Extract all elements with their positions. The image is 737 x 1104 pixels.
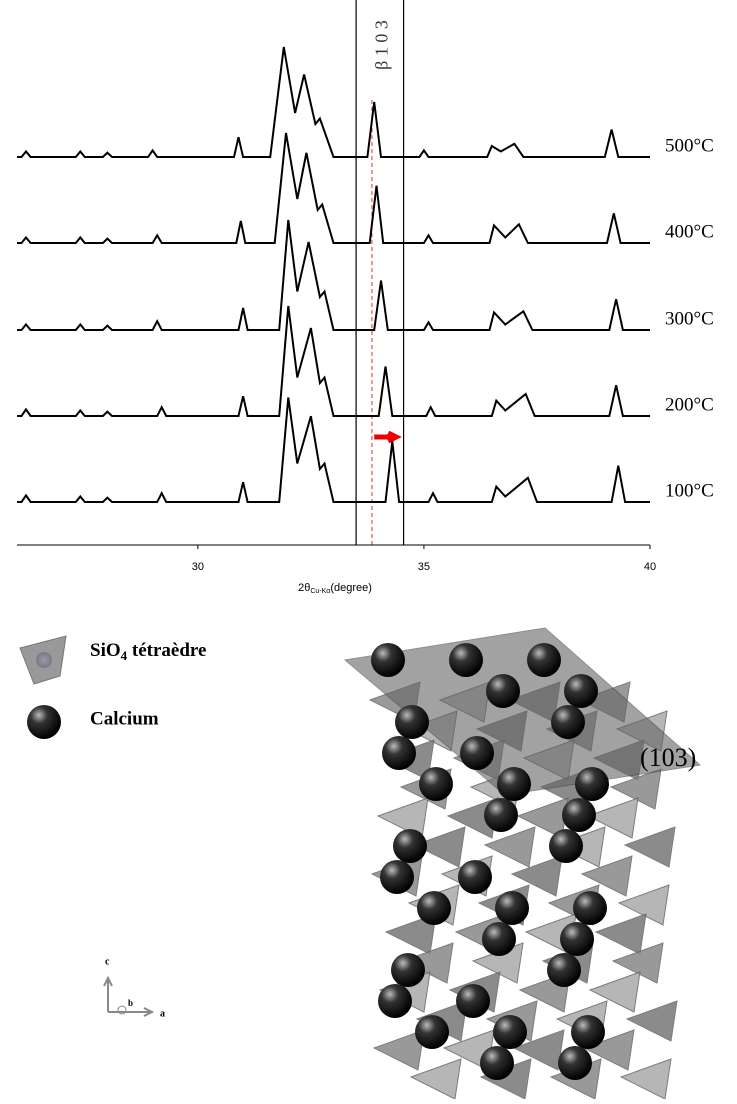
tetrahedron — [625, 1000, 678, 1042]
tetrahedron — [376, 797, 429, 839]
calcium-atom — [378, 984, 412, 1018]
legend-label: SiO4 tétraèdre — [90, 640, 206, 663]
calcium-atom — [573, 891, 607, 925]
calcium-atom — [395, 705, 429, 739]
calcium-atom — [549, 829, 583, 863]
calcium-atom — [558, 1046, 592, 1080]
calcium-atom — [480, 1046, 514, 1080]
xrd-chart: β 1 0 3 100°C 200°C 300°C 400°C 500°C 30 35 40 2θ… — [17, 0, 714, 595]
tetrahedron — [401, 942, 454, 984]
tetrahedron — [594, 913, 647, 955]
tetrahedron — [512, 1029, 565, 1071]
calcium-atom — [527, 643, 561, 677]
calcium-atom — [560, 922, 594, 956]
annotation: β 1 0 3 — [371, 20, 391, 70]
calcium-atom — [449, 643, 483, 677]
tetrahedron — [372, 1029, 425, 1071]
calcium-atom — [575, 767, 609, 801]
calcium-atom — [382, 736, 416, 770]
axis-b — [117, 1005, 127, 1015]
axis-label: b — [128, 998, 133, 1008]
calcium-atom — [484, 798, 518, 832]
x-axis-title: 2θCu-Kα(degree) — [298, 582, 372, 595]
calcium-atom — [562, 798, 596, 832]
xrd-trace — [17, 132, 650, 244]
calcium-atom — [551, 705, 585, 739]
x-axis-title-part: (degree) — [330, 582, 372, 594]
tetrahedron — [619, 1058, 672, 1100]
legend-label-part: 4 — [121, 648, 128, 663]
calcium-atom — [497, 767, 531, 801]
calcium-atom — [391, 953, 425, 987]
calcium-atom — [493, 1015, 527, 1049]
calcium-atom — [458, 860, 492, 894]
tetrahedron — [617, 884, 670, 926]
legend-label-part: tétraèdre — [127, 640, 206, 661]
tetrahedron — [510, 855, 563, 897]
tetrahedron — [623, 826, 676, 868]
tetrahedron — [580, 855, 633, 897]
tetrahedron — [483, 826, 536, 868]
x-tick-label: 35 — [418, 561, 430, 573]
tetrahedron — [609, 768, 662, 810]
x-axis-title-part: Cu-Kα — [310, 588, 330, 595]
tetrahedron — [611, 942, 664, 984]
xrd-trace — [17, 305, 650, 417]
xrd-trace — [17, 219, 650, 331]
tetrahedron — [582, 1029, 635, 1071]
calcium-atom — [547, 953, 581, 987]
calcium-atom — [495, 891, 529, 925]
x-tick-label: 40 — [644, 561, 656, 573]
calcium-atom — [380, 860, 414, 894]
legend-calcium — [27, 705, 61, 739]
plane-label: (103) — [640, 743, 696, 772]
calcium-atom — [564, 674, 598, 708]
series-label: 100°C — [665, 480, 714, 501]
axis-label: a — [160, 1008, 165, 1019]
calcium-atom — [415, 1015, 449, 1049]
tetrahedron — [384, 913, 437, 955]
xrd-trace — [17, 46, 650, 158]
crystal-structure: SiO4 tétraèdre Calcium c b a (103) — [19, 627, 702, 1100]
calcium-atom — [371, 643, 405, 677]
tetrahedron — [586, 797, 639, 839]
series-label: 400°C — [665, 221, 714, 242]
calcium-atom — [417, 891, 451, 925]
legend-tetra-center — [36, 652, 52, 668]
calcium-atom — [393, 829, 427, 863]
calcium-atom — [571, 1015, 605, 1049]
legend-label: Calcium — [90, 708, 159, 729]
xrd-trace — [17, 397, 650, 503]
legend-label-part: SiO — [90, 640, 121, 661]
crystal-plane — [343, 627, 702, 796]
calcium-atom — [419, 767, 453, 801]
calcium-atom — [486, 674, 520, 708]
calcium-atom — [456, 984, 490, 1018]
tetrahedron — [413, 826, 466, 868]
series-label: 300°C — [665, 308, 714, 329]
series-label: 500°C — [665, 135, 714, 156]
x-tick-label: 30 — [192, 561, 204, 573]
axis-label: c — [105, 956, 110, 967]
series-label: 200°C — [665, 394, 714, 415]
axis-arrows — [103, 975, 155, 1017]
tetrahedron — [588, 971, 641, 1013]
calcium-atom — [460, 736, 494, 770]
tetrahedron — [409, 1058, 462, 1100]
shift-arrow — [374, 430, 402, 444]
x-axis-title-part: 2θ — [298, 582, 310, 594]
calcium-atom — [482, 922, 516, 956]
